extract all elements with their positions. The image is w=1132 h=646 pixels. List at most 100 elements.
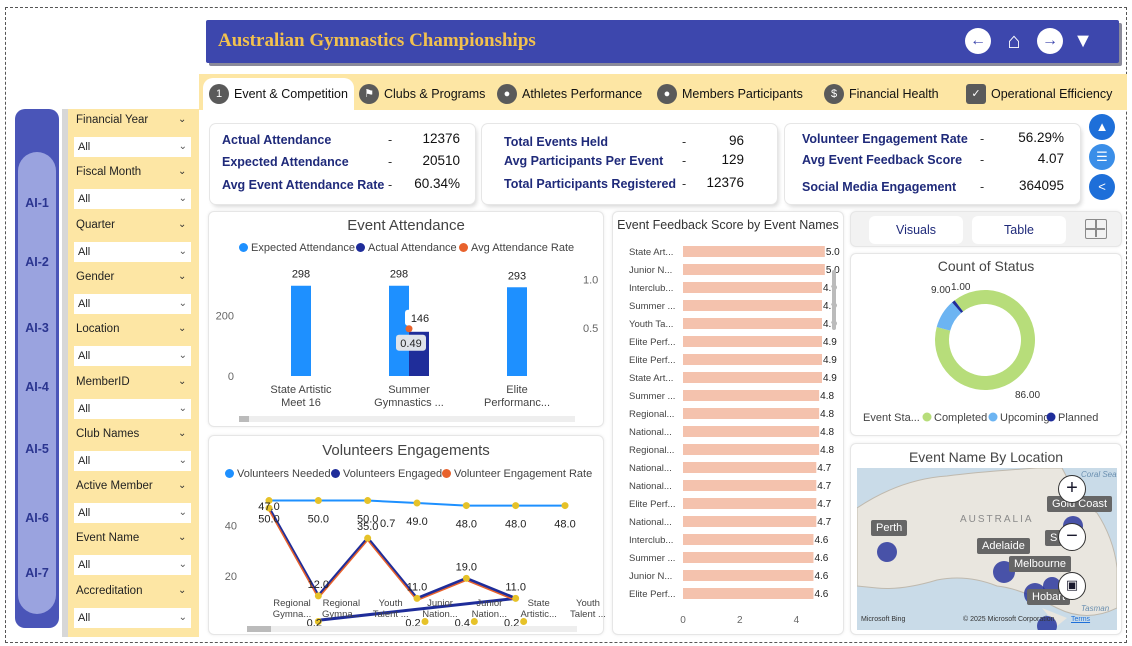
map-terms-link[interactable]: Terms [1071, 616, 1091, 623]
rate-point[interactable] [405, 325, 413, 333]
back-icon[interactable]: ← [965, 28, 991, 54]
bar-feedback-score[interactable] [683, 390, 820, 401]
bar-feedback-score[interactable] [683, 498, 817, 509]
engaged-point[interactable] [314, 592, 322, 600]
bar-feedback-score[interactable] [683, 462, 817, 473]
scrollbar-thumb[interactable] [239, 416, 249, 422]
ai-nav-item-3[interactable]: AI-3 [25, 321, 49, 335]
filter-dropdown[interactable]: All ⌄ [74, 398, 191, 419]
bar-feedback-score[interactable] [683, 354, 822, 365]
bar-feedback-score[interactable] [683, 444, 820, 455]
bar-feedback-score[interactable] [683, 588, 814, 599]
chevron-down-icon[interactable]: ⌄ [178, 323, 187, 335]
tab-financial-health[interactable]: $ Financial Health [824, 78, 939, 110]
rate-point[interactable] [314, 617, 322, 625]
chevron-down-icon[interactable]: ⌄ [178, 427, 187, 439]
home-icon[interactable]: ⌂ [1007, 28, 1021, 53]
table-button[interactable]: Table [972, 216, 1066, 244]
bar-feedback-score[interactable] [683, 300, 822, 311]
map-canvas[interactable]: AUSTRALIA Coral Sea Tasman Perth Gold Co… [857, 468, 1117, 630]
visuals-button[interactable]: Visuals [869, 216, 963, 244]
ai-nav-item-6[interactable]: AI-6 [25, 511, 49, 525]
chevron-down-icon[interactable]: ⌄ [178, 532, 187, 544]
bar-feedback-score[interactable] [683, 372, 822, 383]
filter-dropdown[interactable]: All ⌄ [74, 293, 191, 314]
ai-nav-item-2[interactable]: AI-2 [25, 255, 49, 269]
filter-dropdown[interactable]: All ⌄ [74, 137, 191, 157]
chevron-down-icon[interactable]: ⌄ [178, 375, 187, 387]
engaged-point[interactable] [364, 534, 372, 542]
ai-nav-item-7[interactable]: AI-7 [25, 566, 49, 580]
filter-dropdown[interactable]: All ⌄ [74, 346, 191, 367]
filter-dropdown[interactable]: All ⌄ [74, 450, 191, 471]
tab-event-competition[interactable]: 1 Event & Competition [203, 78, 354, 110]
clear-filter-icon[interactable]: ▼ [1073, 29, 1093, 52]
scrollbar-track[interactable] [239, 416, 575, 422]
bar-feedback-score[interactable] [683, 336, 822, 347]
engaged-point[interactable] [512, 594, 520, 602]
engaged-point[interactable] [265, 504, 273, 512]
chevron-down-icon[interactable]: ⌄ [178, 270, 187, 282]
filter-dropdown[interactable]: All ⌄ [74, 503, 191, 524]
chevron-down-icon[interactable]: ⌄ [178, 584, 187, 596]
tab-athletes-performance[interactable]: ● Athletes Performance [497, 78, 642, 110]
tab-clubs-programs[interactable]: ⚑ Clubs & Programs [359, 78, 485, 110]
bar-expected-attendance[interactable] [389, 285, 409, 376]
filter-dropdown[interactable]: All ⌄ [74, 607, 191, 628]
needed-point[interactable] [413, 499, 421, 507]
rate-point[interactable] [520, 617, 528, 625]
filter-dropdown[interactable]: All ⌄ [74, 555, 191, 576]
bar-feedback-score[interactable] [683, 534, 814, 545]
filter-dropdown[interactable]: All ⌄ [74, 241, 191, 262]
rate-point[interactable] [421, 617, 429, 625]
legend-swatch [988, 412, 998, 422]
donut-slice-planned[interactable] [952, 300, 964, 313]
bar-feedback-score[interactable] [683, 318, 822, 329]
table-grid-icon[interactable] [1085, 219, 1107, 239]
zoom-in-icon[interactable]: + [1058, 475, 1086, 503]
x-tick-label: Regional [273, 598, 311, 609]
scrollbar-thumb[interactable] [832, 270, 836, 330]
rate-point[interactable] [470, 617, 478, 625]
comment-icon[interactable]: ☰ [1089, 144, 1115, 170]
scrollbar-track[interactable] [247, 626, 577, 632]
chevron-down-icon[interactable]: ⌄ [178, 166, 187, 178]
reset-view-icon[interactable]: ▣ [1058, 572, 1086, 600]
ai-nav-item-5[interactable]: AI-5 [25, 442, 49, 456]
engaged-point[interactable] [462, 574, 470, 582]
zoom-out-icon[interactable]: − [1058, 523, 1086, 551]
ai-nav-item-4[interactable]: AI-4 [25, 380, 49, 394]
chart-title: Event Feedback Score by Event Names [617, 218, 839, 232]
chevron-down-icon[interactable]: ⌄ [178, 480, 187, 492]
bar-expected-attendance[interactable] [291, 285, 311, 376]
bar-feedback-score[interactable] [683, 246, 825, 257]
share-icon[interactable]: < [1089, 174, 1115, 200]
bar-expected-attendance[interactable] [507, 287, 527, 376]
needed-point[interactable] [314, 497, 322, 505]
engaged-point[interactable] [413, 594, 421, 602]
needed-point[interactable] [364, 497, 372, 505]
bar-feedback-score[interactable] [683, 426, 820, 437]
tab-members-participants[interactable]: ● Members Participants [657, 78, 803, 110]
needed-point[interactable] [561, 502, 569, 510]
bar-feedback-score[interactable] [683, 552, 814, 563]
needed-point[interactable] [265, 497, 273, 505]
bar-feedback-score[interactable] [683, 264, 825, 275]
donut-slice-upcoming[interactable] [936, 302, 962, 331]
chevron-down-icon[interactable]: ⌄ [178, 218, 187, 230]
bar-feedback-score[interactable] [683, 408, 820, 419]
bar-feedback-score[interactable] [683, 516, 817, 527]
bar-feedback-score[interactable] [683, 480, 817, 491]
like-icon[interactable]: ▲ [1089, 114, 1115, 140]
forward-icon[interactable]: → [1037, 28, 1063, 54]
bar-feedback-score[interactable] [683, 282, 822, 293]
chevron-down-icon[interactable]: ⌄ [178, 114, 187, 125]
filter-dropdown[interactable]: All ⌄ [74, 189, 191, 210]
tab-operational-efficiency[interactable]: ✓ Operational Efficiency [966, 78, 1112, 110]
ai-nav-item-1[interactable]: AI-1 [25, 196, 49, 210]
needed-point[interactable] [462, 502, 470, 510]
needed-point[interactable] [512, 502, 520, 510]
bar-feedback-score[interactable] [683, 570, 814, 581]
data-label: 4.6 [814, 535, 828, 546]
scrollbar-thumb[interactable] [247, 626, 271, 632]
